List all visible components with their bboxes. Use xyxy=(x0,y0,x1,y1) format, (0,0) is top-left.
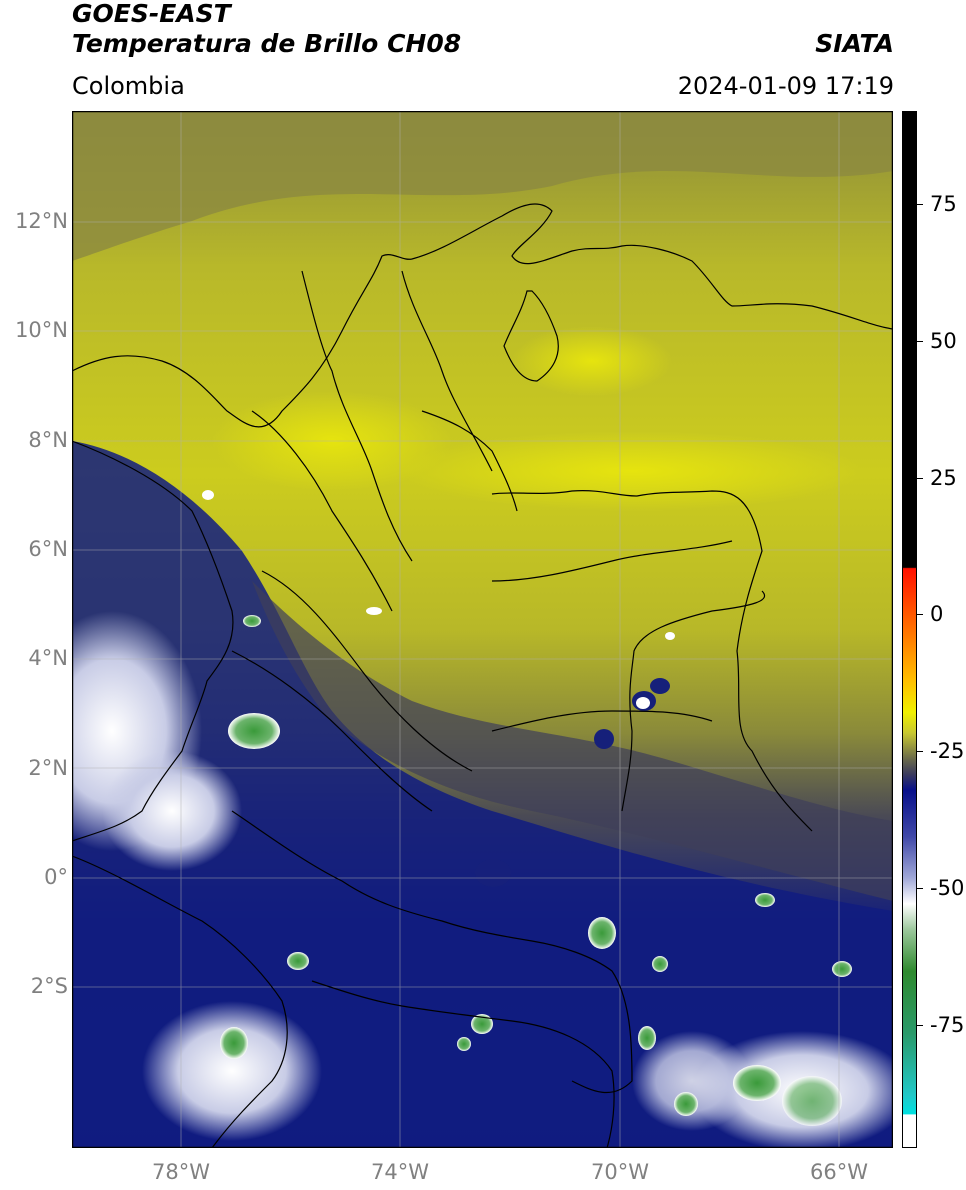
cold-cloud-south-center xyxy=(632,1031,752,1131)
lat-label-0: 0° xyxy=(44,865,68,889)
colorbar-tick xyxy=(917,478,923,479)
colorbar-label-25: 25 xyxy=(930,466,957,490)
lat-label-2n: 2°N xyxy=(28,756,68,780)
dept-2 xyxy=(401,270,493,472)
cold-cell-andes xyxy=(366,607,382,615)
convective-core-se-1 xyxy=(733,1065,781,1101)
convective-core-pacific xyxy=(228,713,280,749)
maracaibo-lake xyxy=(503,290,559,382)
cold-cell-east-6 xyxy=(636,697,650,709)
convective-core-south-4 xyxy=(652,956,668,972)
dept-7 xyxy=(491,710,713,732)
convective-core-south-3 xyxy=(588,917,616,949)
lat-label-2s: 2°S xyxy=(30,974,68,998)
lon-label-66w: 66°W xyxy=(810,1160,868,1184)
lat-label-8n: 8°N xyxy=(28,428,68,452)
lon-label-74w: 74°W xyxy=(371,1160,429,1184)
lon-label-70w: 70°W xyxy=(591,1160,649,1184)
cold-cell-east-5 xyxy=(665,632,675,640)
transition-grey-band xyxy=(252,581,893,901)
lat-label-12n: 12°N xyxy=(15,209,68,233)
ecuador-border xyxy=(72,855,288,1148)
colombia-peru-border xyxy=(231,810,633,1094)
bright-yellow-zone xyxy=(402,431,862,511)
convective-core-east-2 xyxy=(832,961,852,977)
convective-core-se-3 xyxy=(782,1076,842,1126)
cold-cell-east-2 xyxy=(650,678,670,694)
colorbar-label-75: 75 xyxy=(930,192,957,216)
map-border xyxy=(72,111,893,1148)
upper-olive-band xyxy=(72,111,893,261)
organization-label: SIATA xyxy=(815,29,894,58)
colombia-brazil-border xyxy=(621,590,765,812)
dept-3 xyxy=(251,410,393,612)
graticule xyxy=(72,111,893,1148)
title-product: Temperatura de Brillo CH08 xyxy=(72,29,462,58)
peru-border-2 xyxy=(311,980,615,1148)
convective-core-se-2 xyxy=(674,1092,698,1116)
timestamp-label: 2024-01-09 17:19 xyxy=(677,72,894,100)
bright-yellow-zone-3 xyxy=(512,326,672,396)
temperature-colorbar xyxy=(902,111,917,1148)
colorbar-tick xyxy=(917,341,923,342)
pacific-coast xyxy=(72,440,234,842)
dept-4 xyxy=(261,570,473,772)
satellite-map xyxy=(72,111,893,1148)
colorbar-label-0: 0 xyxy=(930,602,944,626)
colorbar-label-minus50: -50 xyxy=(930,876,965,900)
dept-1 xyxy=(301,270,413,562)
cold-cell-east-3 xyxy=(594,729,614,749)
colorbar-label-minus75: -75 xyxy=(930,1013,965,1037)
cold-cloud-southwest xyxy=(142,1001,322,1141)
cold-cell-north xyxy=(202,490,214,500)
colorbar-label-50: 50 xyxy=(930,329,957,353)
cold-cell-east-4 xyxy=(475,859,511,887)
dept-6 xyxy=(491,540,733,582)
lat-label-10n: 10°N xyxy=(15,318,68,342)
borders xyxy=(72,203,893,1148)
colorbar-tick xyxy=(917,751,923,752)
lon-label-78w: 78°W xyxy=(152,1160,210,1184)
dept-8 xyxy=(421,410,518,512)
convective-core-south-2 xyxy=(457,1037,471,1051)
title-satellite: GOES-EAST xyxy=(72,0,231,28)
convective-core-south-1 xyxy=(471,1014,493,1034)
convective-core-sw xyxy=(220,1027,248,1059)
convective-core-north-1 xyxy=(243,615,261,627)
dept-5 xyxy=(231,650,433,812)
colorbar-tick xyxy=(917,1025,923,1026)
lat-label-6n: 6°N xyxy=(28,537,68,561)
colorbar-tick xyxy=(917,204,923,205)
convective-core-andes xyxy=(287,952,309,970)
convective-core-south-5 xyxy=(638,1026,656,1050)
region-label: Colombia xyxy=(72,72,185,100)
colombia-venezuela-border xyxy=(491,490,813,832)
convective-core-east-1 xyxy=(755,893,775,907)
lat-label-4n: 4°N xyxy=(28,646,68,670)
colorbar-label-minus25: -25 xyxy=(930,739,965,763)
colorbar-tick xyxy=(917,888,923,889)
caribbean-coast xyxy=(72,203,893,428)
colorbar-tick xyxy=(917,614,923,615)
cold-cloud-west-2 xyxy=(102,751,242,871)
